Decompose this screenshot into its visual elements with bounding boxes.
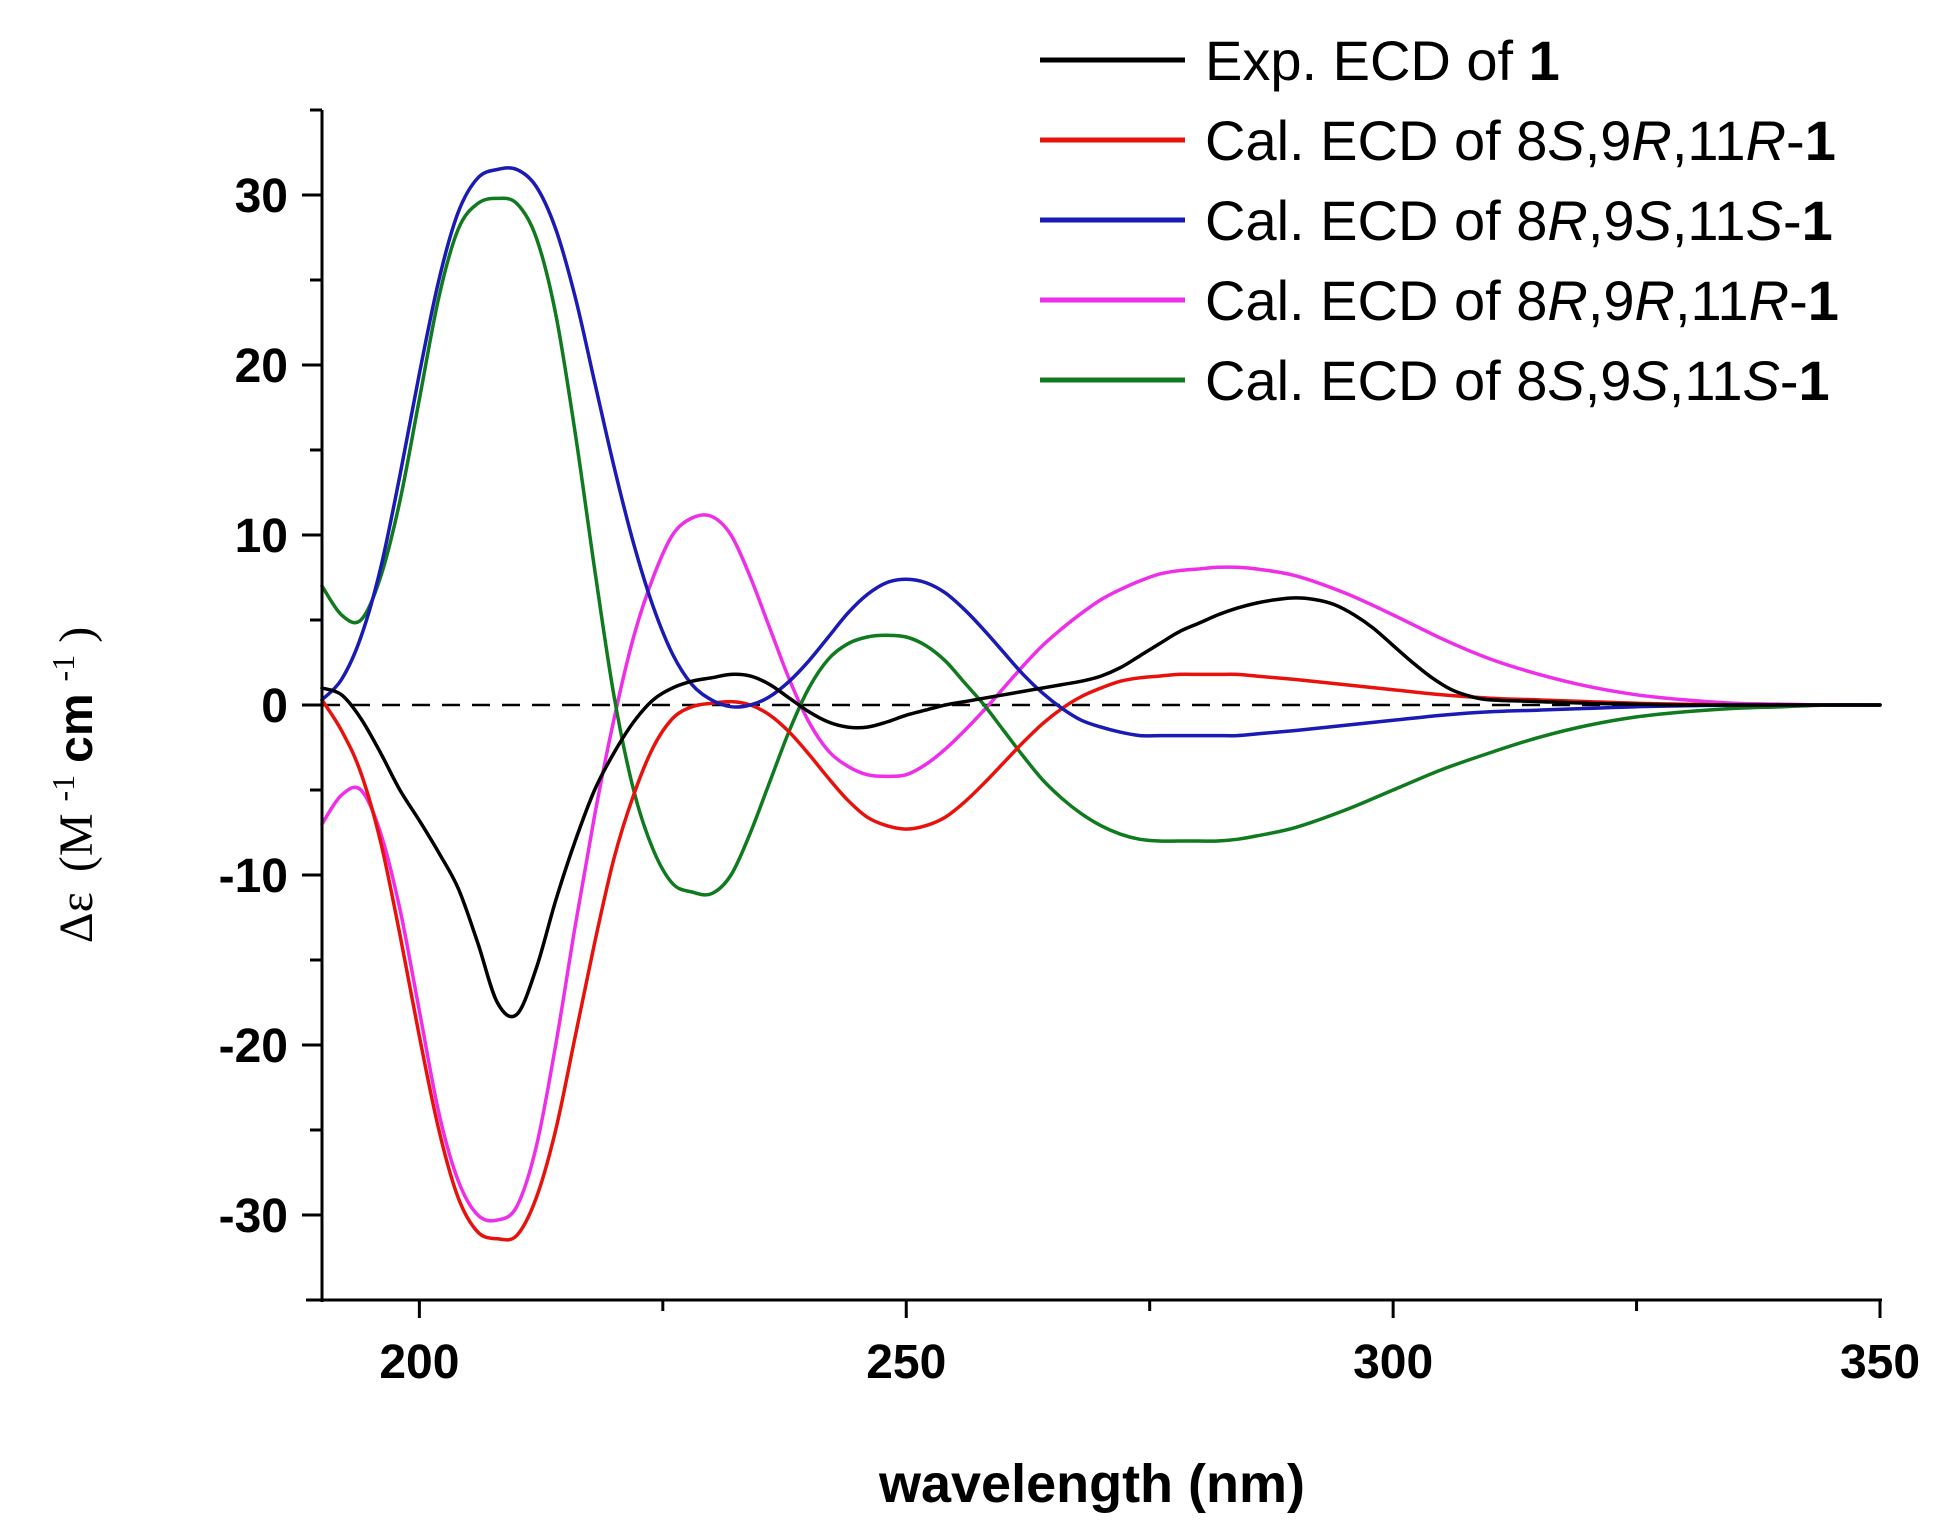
legend-label-part: ,9 [1588,189,1635,252]
series-line-0 [320,596,1882,1019]
legend-label-part: 1 [1805,109,1836,172]
y-tick-label: 0 [261,680,288,733]
x-tick-label: 200 [379,1336,459,1389]
y-tick-label: 30 [235,170,288,223]
legend-label-part: 1 [1802,189,1833,252]
legend-label-1: Cal. ECD of 8S,9R,11R-1 [1205,109,1836,172]
y-title-mid: cm [50,693,103,762]
x-tick-label: 350 [1840,1336,1920,1389]
legend-label-part: S [1547,349,1584,412]
legend-label-part: R [1635,269,1675,332]
legend-label-part: ,11 [1675,269,1749,332]
legend-label-part: - [1780,349,1799,412]
y-tick-label: -20 [219,1020,288,1073]
y-title-sup1: -1 [45,775,81,802]
legend-label-part: R [1746,109,1786,172]
y-title-symbol: Δε [50,892,103,943]
legend-label-part: S [1631,349,1668,412]
series-line-4 [320,196,1882,897]
y-tick-labels: -30 -20 -10 0 10 20 30 [219,170,288,1243]
legend-label-prefix: Cal. ECD of [1205,349,1516,412]
y-tick-label: 10 [235,510,288,563]
x-tick-label: 250 [866,1336,946,1389]
legend-label-part: - [1789,269,1808,332]
y-title-close: ) [50,627,103,643]
legend-label-part: 8 [1516,109,1547,172]
legend-label-part: ,9 [1585,109,1632,172]
axis-ticks [302,108,1882,1318]
legend-label-part: 1 [1529,29,1560,92]
x-tick-label: 300 [1353,1336,1433,1389]
legend-label-2: Cal. ECD of 8R,9S,11S-1 [1205,189,1833,252]
legend-label-part: 8 [1516,349,1547,412]
legend-label-part: 8 [1516,269,1547,332]
legend-label-part: S [1742,349,1779,412]
legend-label-prefix: Cal. ECD of [1205,109,1516,172]
series-lines [320,166,1882,1242]
legend-label-prefix: Exp. ECD of [1205,29,1529,92]
y-tick-label: 20 [235,340,288,393]
legend-label-4: Cal. ECD of 8S,9S,11S-1 [1205,349,1830,412]
legend-label-part: 8 [1516,189,1547,252]
legend-label-3: Cal. ECD of 8R,9R,11R-1 [1205,269,1839,332]
y-title-open: (M [50,813,103,872]
legend-label-part: S [1547,109,1584,172]
legend-label-part: ,9 [1588,269,1635,332]
legend-label-part: S [1746,189,1783,252]
legend-label-prefix: Cal. ECD of [1205,189,1516,252]
legend-label-part: ,11 [1672,109,1746,172]
legend-label-part: R [1631,109,1671,172]
legend-label-part: R [1749,269,1789,332]
series-line-1 [320,672,1882,1242]
legend-label-part: S [1635,189,1672,252]
legend-label-prefix: Cal. ECD of [1205,269,1516,332]
legend-label-part: 1 [1799,349,1830,412]
legend-label-part: - [1786,109,1805,172]
x-tick-labels: 200 250 300 350 [379,1336,1920,1389]
series-line-3 [320,513,1882,1223]
y-tick-label: -10 [219,850,288,903]
legend-label-part: ,9 [1585,349,1632,412]
legend-label-part: 1 [1808,269,1839,332]
x-axis-title: wavelength (nm) [878,1454,1305,1514]
y-tick-label: -30 [219,1190,288,1243]
legend-label-part: ,11 [1669,349,1743,412]
legend-label-part: ,11 [1672,189,1746,252]
series-line-2 [320,166,1882,738]
legend-label-part: R [1547,189,1587,252]
legend-label-part: - [1783,189,1802,252]
y-axis-title: Δε (M -1 cm -1 ) [32,627,103,943]
y-title-sup2: -1 [45,655,81,682]
legend-label-0: Exp. ECD of 1 [1205,29,1560,92]
legend-label-part: R [1547,269,1587,332]
